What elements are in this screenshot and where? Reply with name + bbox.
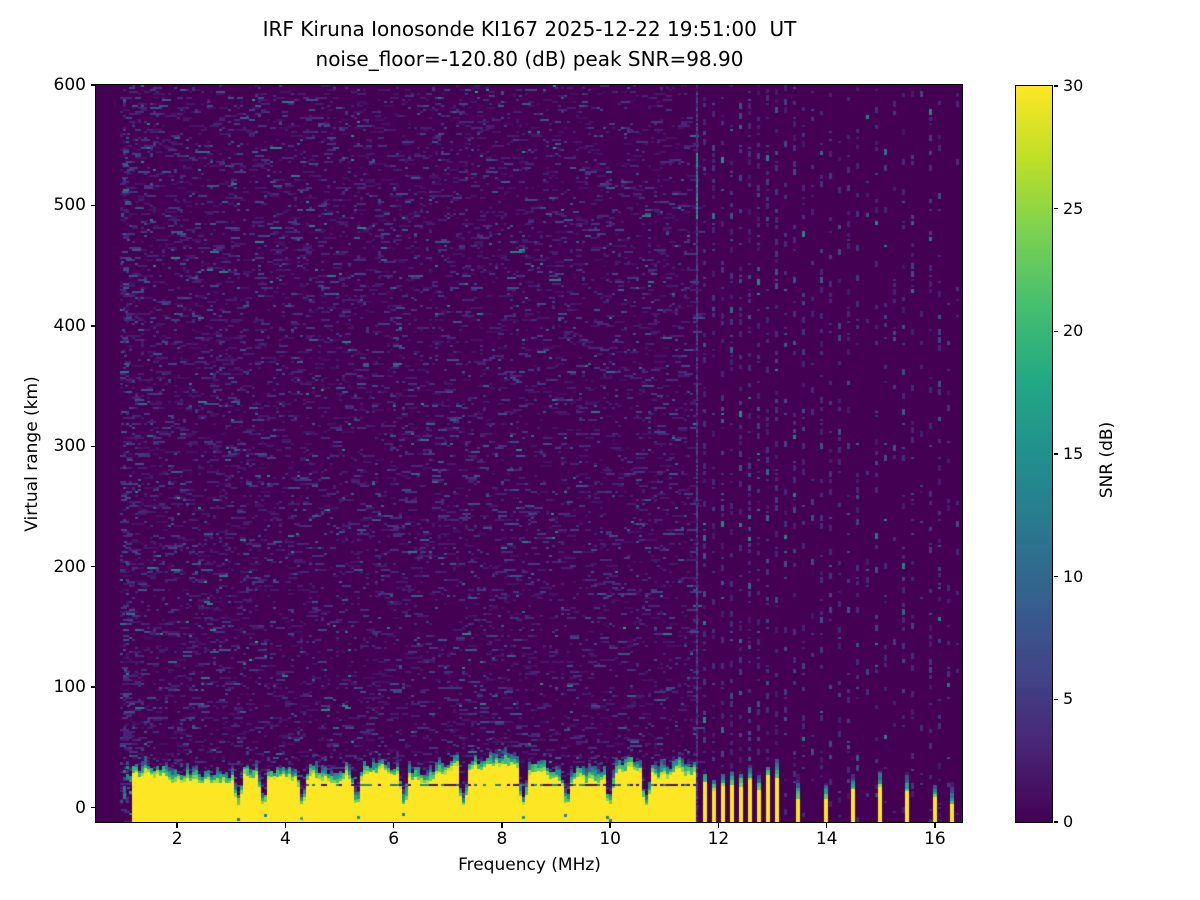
colorbar-tick-mark (1054, 698, 1058, 701)
y-tick-label: 300 (53, 436, 86, 457)
x-tick-mark (825, 823, 828, 828)
x-tick-mark (501, 823, 503, 828)
x-tick-mark (609, 823, 611, 828)
y-tick-mark (90, 686, 95, 688)
colorbar-tick-mark (1054, 85, 1058, 87)
y-tick-mark (90, 325, 95, 327)
colorbar (1015, 85, 1053, 823)
x-tick-mark (392, 823, 395, 828)
colorbar-tick-mark (1054, 575, 1058, 578)
colorbar-tick-label: 25 (1063, 198, 1084, 218)
ionogram-heatmap (96, 85, 962, 822)
x-tick-label: 4 (280, 829, 291, 849)
plot-subtitle: noise_floor=-120.80 (dB) peak SNR=98.90 (315, 47, 744, 71)
x-tick-label: 12 (707, 829, 730, 849)
colorbar-tick-mark (1054, 330, 1058, 333)
y-tick-mark (90, 806, 95, 809)
y-tick-mark (90, 84, 95, 86)
x-tick-label: 10 (599, 829, 621, 849)
colorbar-tick-mark (1054, 821, 1058, 823)
y-tick-mark (90, 565, 95, 568)
y-tick-label: 200 (53, 556, 86, 577)
x-tick-mark (176, 823, 178, 828)
y-tick-mark (90, 204, 95, 207)
y-tick-mark (90, 445, 95, 448)
x-tick-mark (717, 823, 720, 828)
y-tick-label: 400 (53, 315, 86, 336)
colorbar-label: SNR (dB) (1097, 421, 1117, 499)
colorbar-tick-mark (1054, 453, 1058, 455)
x-axis-label: Frequency (MHz) (458, 855, 601, 875)
x-tick-mark (934, 823, 936, 828)
colorbar-tick-label: 0 (1063, 812, 1074, 831)
colorbar-tick-label: 15 (1063, 444, 1084, 463)
x-tick-label: 2 (171, 829, 183, 849)
x-tick-mark (284, 823, 287, 828)
colorbar-tick-mark (1054, 207, 1058, 210)
x-tick-label: 16 (924, 829, 946, 849)
y-tick-label: 500 (53, 195, 86, 216)
plot-title: IRF Kiruna Ionosonde KI167 2025-12-22 19… (262, 17, 797, 41)
x-tick-label: 14 (815, 829, 838, 849)
colorbar-tick-label: 5 (1063, 689, 1074, 709)
y-tick-label: 0 (75, 797, 86, 818)
colorbar-tick-label: 30 (1063, 76, 1084, 95)
x-tick-label: 6 (388, 829, 400, 849)
plot-frame (95, 84, 963, 823)
colorbar-tick-label: 20 (1063, 321, 1084, 341)
y-tick-label: 100 (53, 677, 86, 698)
x-tick-label: 8 (496, 829, 508, 849)
y-tick-label: 600 (53, 75, 86, 95)
colorbar-tick-label: 10 (1063, 566, 1084, 586)
